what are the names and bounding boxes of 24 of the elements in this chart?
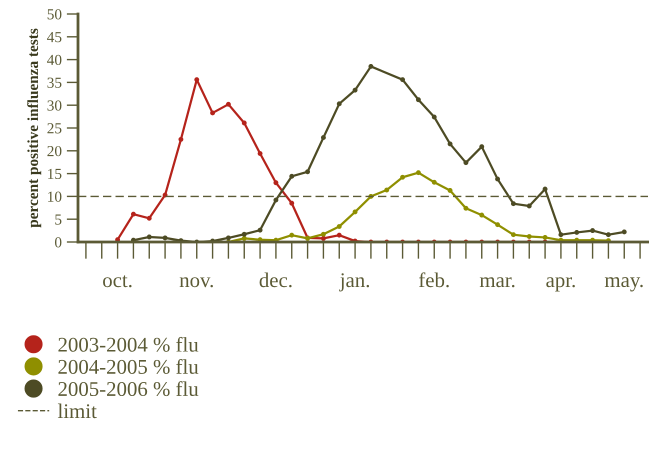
y-tick-label: 20 <box>47 146 62 156</box>
x-tick-label: jan. <box>339 273 370 292</box>
y-tick-label: 10 <box>48 192 62 202</box>
legend-label: 2003-2004 % flu <box>58 336 198 352</box>
x-tick-label: feb. <box>418 272 449 288</box>
legend-label: 2004-2005 % flu <box>58 359 198 374</box>
y-tick-label: 40 <box>47 54 62 66</box>
legend-label: 2005-2006 % flu <box>58 381 198 396</box>
y-tick-label: 25 <box>47 123 62 134</box>
x-tick-label: oct. <box>103 275 132 288</box>
y-tick-label: 5 <box>55 214 62 225</box>
y-tick-label: 30 <box>47 100 62 111</box>
x-tick-label: may. <box>604 277 643 292</box>
legend-label: limit <box>58 404 97 418</box>
y-axis-title: percent positive influenza tests <box>27 28 42 228</box>
y-tick-label: 50 <box>48 9 62 20</box>
y-tick-label: 0 <box>54 237 62 248</box>
y-tick-label: 15 <box>48 168 62 180</box>
x-tick-label: apr. <box>546 277 575 292</box>
x-tick-label: nov. <box>180 277 213 288</box>
x-tick-label: mar. <box>480 277 514 288</box>
x-tick-label: dec. <box>260 272 292 288</box>
y-tick-label: 35 <box>47 78 62 88</box>
y-tick-label: 45 <box>47 32 62 42</box>
